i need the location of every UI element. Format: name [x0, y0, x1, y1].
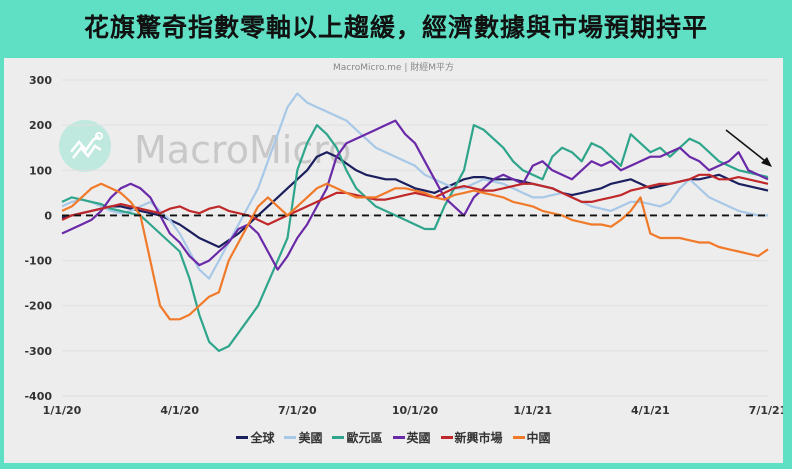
y-tick-label: -300 [24, 345, 52, 358]
y-tick-label: 100 [29, 164, 52, 177]
series-line [61, 119, 769, 271]
legend-swatch [332, 436, 345, 439]
source-label: MacroMicro.me | 財經M平方 [333, 63, 454, 73]
series-line [61, 173, 769, 226]
series-line [61, 151, 769, 249]
legend-item[interactable]: 中國 [512, 429, 551, 446]
y-tick-label: 200 [29, 119, 52, 132]
legend-item[interactable]: 全球 [236, 429, 274, 446]
legend-item[interactable]: 英國 [392, 429, 431, 446]
chart-line-icon [70, 132, 103, 159]
legend-label: 全球 [250, 431, 275, 445]
legend-swatch [284, 436, 297, 439]
legend-item[interactable]: 美國 [284, 429, 322, 446]
legend-label: 中國 [526, 431, 551, 445]
watermark: MacroMicro [134, 128, 352, 172]
x-tick-label: 7/1/20 [278, 404, 317, 417]
x-tick-label: 4/1/20 [160, 404, 199, 417]
arrow-annotation-icon [725, 129, 772, 167]
y-tick-label: -400 [24, 390, 52, 403]
series-line [61, 92, 768, 280]
y-tick-label: 300 [29, 74, 52, 87]
legend-swatch [236, 436, 249, 439]
y-tick-label: -100 [24, 255, 52, 268]
series-line [61, 123, 769, 352]
legend-label: 新興市場 [454, 431, 503, 445]
x-tick-label: 1/1/20 [43, 404, 82, 417]
series-line [61, 182, 769, 321]
legend-label: 英國 [406, 431, 431, 445]
macromicro-logo-icon [59, 120, 111, 172]
legend: 全球 美國 歐元區 英國 新興市場 中國 [4, 429, 783, 446]
legend-swatch [440, 436, 453, 439]
legend-item[interactable]: 新興市場 [440, 429, 503, 446]
legend-swatch [392, 436, 405, 439]
y-tick-label: -200 [24, 300, 52, 313]
legend-item[interactable]: 歐元區 [332, 429, 383, 446]
x-tick-label: 4/1/21 [631, 404, 670, 417]
y-tick-label: 0 [44, 209, 52, 222]
legend-label: 歐元區 [346, 431, 383, 445]
x-tick-label: 7/1/21 [749, 404, 783, 417]
legend-label: 美國 [298, 431, 323, 445]
x-tick-label: 10/1/20 [392, 404, 439, 417]
legend-swatch [512, 436, 525, 439]
chart-title: 花旗驚奇指數零軸以上趨緩，經濟數據與市場預期持平 [83, 13, 708, 42]
chart-panel: MacroMicro.me | 財經M平方 MacroMicro 300 200 1… [4, 58, 783, 463]
x-tick-label: 1/1/21 [513, 404, 552, 417]
